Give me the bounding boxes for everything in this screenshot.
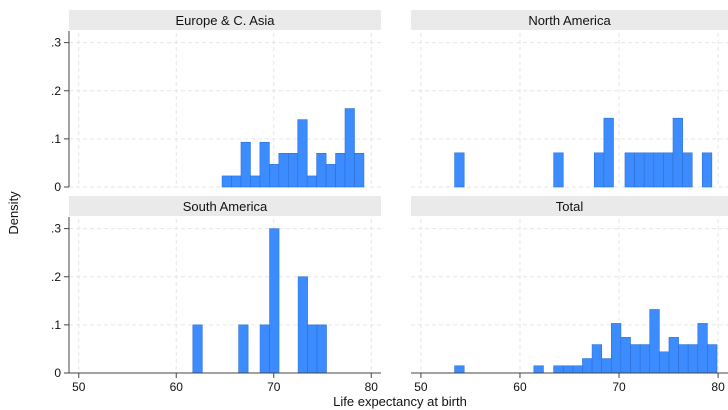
facet-title: North America <box>528 13 611 28</box>
histogram-bar <box>325 164 336 188</box>
histogram-bar <box>297 119 308 188</box>
facet-panels: Europe & C. Asia 0 .1 .2 .3 North America Sout… <box>51 10 728 394</box>
histogram-bar <box>344 108 355 188</box>
histogram-bar <box>192 324 203 374</box>
histogram-bar <box>354 153 365 188</box>
histogram-bar <box>454 152 465 188</box>
histogram-bar <box>639 344 651 374</box>
histogram-bar <box>259 141 270 188</box>
x-tick-label: 50 <box>414 380 428 394</box>
histogram-bar <box>593 152 605 188</box>
x-tick-label: 60 <box>513 380 527 394</box>
histogram-bar <box>250 175 261 188</box>
histogram-bar <box>687 344 699 374</box>
histogram-bar <box>307 324 318 374</box>
y-tick-label: .2 <box>51 84 61 98</box>
histogram-bar <box>591 344 602 374</box>
y-tick-label: .1 <box>51 132 61 146</box>
histogram-bar <box>653 152 664 188</box>
facet-strip <box>69 196 381 216</box>
histogram-bar <box>562 365 574 374</box>
histogram-bar <box>601 358 612 374</box>
histogram-bar <box>553 152 564 188</box>
histogram-bar <box>306 175 317 188</box>
histogram-bar <box>259 324 270 374</box>
y-tick-label: 0 <box>54 366 61 380</box>
histogram-bar <box>335 153 346 188</box>
facet-strip <box>411 196 728 216</box>
histogram-bar <box>659 351 670 374</box>
histogram-bar <box>620 337 631 374</box>
histogram-bar <box>287 153 299 188</box>
histogram-bar <box>682 152 693 188</box>
y-tick-label: .3 <box>51 36 61 50</box>
histogram-bar <box>454 365 465 374</box>
histogram-bar <box>240 141 251 188</box>
histogram-bar <box>269 164 280 188</box>
facet-title: Total <box>556 199 584 214</box>
histogram-bar <box>678 344 689 374</box>
facet-title: South America <box>183 199 268 214</box>
histogram-bar <box>643 152 655 188</box>
y-tick-label: 0 <box>54 180 61 194</box>
histogram-bar <box>297 276 308 374</box>
facet-panel: Total 50 60 70 80 <box>411 196 728 394</box>
x-tick-label: 80 <box>711 380 725 394</box>
histogram-bar <box>668 337 679 374</box>
x-tick-label: 60 <box>170 380 184 394</box>
histogram-bar <box>672 117 683 188</box>
facet-panel: North America <box>411 10 728 188</box>
histogram-bar <box>533 365 544 374</box>
histogram-bar <box>316 324 327 374</box>
facet-strip <box>411 10 728 30</box>
y-axis-title: Density <box>6 191 21 235</box>
histogram-bar <box>649 309 660 374</box>
histogram-bar <box>603 117 614 188</box>
histogram-bar <box>697 323 708 374</box>
histogram-bar <box>663 152 674 188</box>
histogram-bar <box>238 324 249 374</box>
histogram-bar <box>278 153 289 188</box>
x-tick-label: 70 <box>267 380 281 394</box>
facet-panel: South America 0 .1 .2 .3 50 60 70 80 <box>51 196 381 394</box>
x-tick-label: 50 <box>72 380 86 394</box>
x-tick-label: 70 <box>612 380 626 394</box>
histogram-bar <box>634 152 645 188</box>
histogram-bar <box>572 365 583 374</box>
histogram-bar <box>707 344 718 374</box>
y-tick-label: .2 <box>51 270 61 284</box>
facet-title: Europe & C. Asia <box>176 13 276 28</box>
histogram-bar <box>611 323 622 374</box>
histogram-bar <box>316 153 327 188</box>
y-tick-label: .1 <box>51 318 61 332</box>
x-axis-title: Life expectancy at birth <box>333 394 467 409</box>
histogram-bar <box>221 175 232 188</box>
facet-strip <box>69 10 381 30</box>
facet-panel: Europe & C. Asia 0 .1 .2 .3 <box>51 10 381 194</box>
histogram-bar <box>269 228 280 374</box>
histogram-bar <box>624 152 635 188</box>
histogram-bar <box>231 175 242 188</box>
x-tick-label: 80 <box>365 380 379 394</box>
histogram-bar <box>630 344 641 374</box>
histogram-bar <box>553 365 564 374</box>
y-tick-label: .3 <box>51 222 61 236</box>
histogram-bar <box>701 152 713 188</box>
histogram-bar <box>582 358 593 374</box>
